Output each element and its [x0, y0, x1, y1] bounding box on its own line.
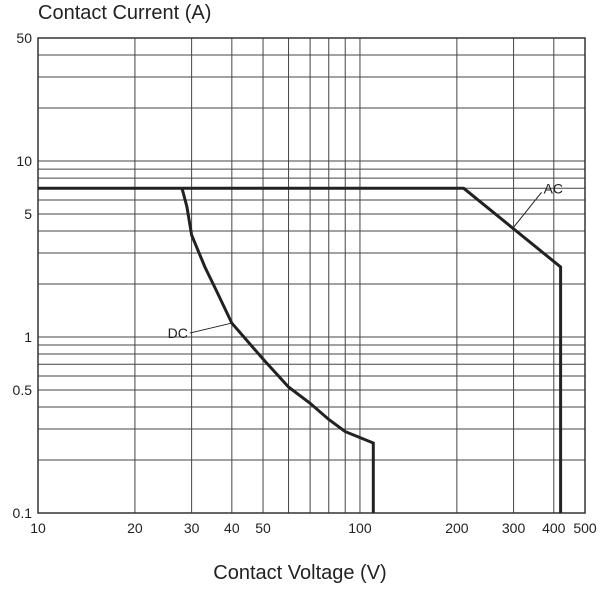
- y-tick-label: 10: [16, 153, 32, 169]
- y-tick-label: 1: [24, 329, 32, 345]
- x-tick-label: 400: [542, 520, 566, 536]
- x-tick-label: 500: [573, 520, 597, 536]
- x-tick-label: 100: [348, 520, 372, 536]
- series-line-dc: [180, 187, 375, 513]
- annotation-layer: AC DC: [168, 180, 563, 341]
- x-tick-label: 40: [224, 520, 240, 536]
- series-label-ac: AC: [544, 180, 563, 196]
- y-tick-label: 5: [24, 206, 32, 222]
- leader-line-ac: [513, 192, 542, 228]
- x-tick-label: 10: [30, 520, 46, 536]
- x-tick-label: 30: [184, 520, 200, 536]
- series-label-dc: DC: [168, 325, 188, 341]
- x-tick-label: 50: [255, 520, 271, 536]
- x-tick-label: 20: [127, 520, 143, 536]
- x-tick-label: 300: [502, 520, 526, 536]
- tick-layer: 10 20 30 40 50 100 200 300 400 500 0.1 0.5 1 5 10 50: [13, 30, 597, 536]
- grid-layer: [37, 37, 586, 514]
- plot-frame: [37, 37, 586, 514]
- y-tick-label: 50: [16, 30, 32, 46]
- x-axis-title: Contact Voltage (V): [213, 562, 387, 584]
- leader-line-dc: [189, 322, 232, 334]
- series-layer: [38, 186, 563, 513]
- y-tick-label: 0.1: [13, 505, 33, 521]
- x-tick-label: 200: [445, 520, 469, 536]
- series-line-ac: [38, 186, 563, 513]
- y-tick-label: 0.5: [13, 382, 33, 398]
- chart-title: Contact Current (A): [38, 2, 212, 24]
